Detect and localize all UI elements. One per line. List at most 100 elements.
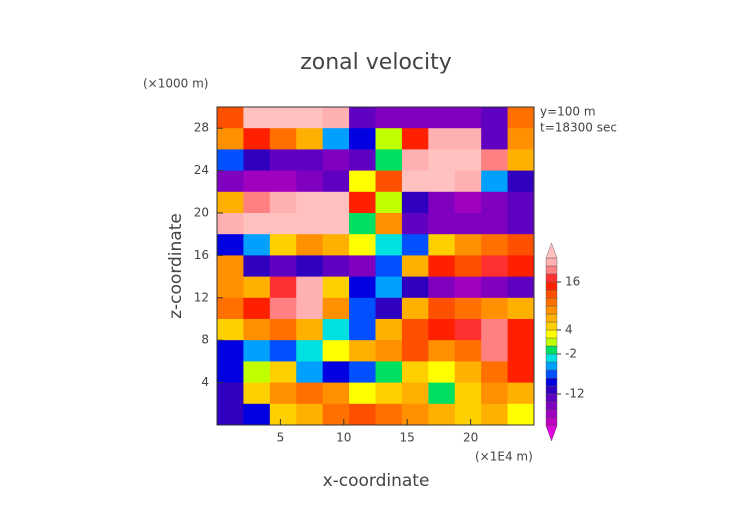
y-tick-label: 12 [194, 290, 209, 304]
cell [507, 340, 535, 362]
cell [349, 403, 376, 426]
cell [296, 361, 324, 384]
cell [507, 191, 535, 214]
cell [349, 361, 376, 384]
cell [269, 170, 297, 193]
cell [296, 128, 324, 150]
cell [454, 340, 482, 362]
cell [428, 276, 456, 299]
cell [296, 234, 324, 256]
cell [349, 191, 376, 214]
cell [507, 382, 535, 405]
cell [243, 340, 271, 362]
cell [269, 361, 297, 384]
colorbar-box [545, 289, 558, 299]
y-tick-label: 8 [201, 333, 209, 347]
colorbar-box [545, 369, 558, 379]
cell [217, 149, 244, 172]
colorbar-box [545, 401, 558, 411]
cell [481, 382, 509, 405]
cell [401, 297, 429, 320]
cell [507, 107, 535, 129]
cell [322, 191, 350, 214]
cell [428, 234, 456, 256]
cell [217, 255, 244, 278]
cell [322, 234, 350, 256]
cell [428, 297, 456, 320]
cell [401, 361, 429, 384]
cell [375, 213, 403, 235]
colorbar-box [545, 281, 558, 291]
colorbar-box [545, 409, 558, 419]
cell [454, 170, 482, 193]
colorbar-label: -12 [565, 387, 585, 401]
cell [243, 361, 271, 384]
cell [269, 403, 297, 426]
cell [269, 128, 297, 150]
cell [454, 361, 482, 384]
cell [349, 149, 376, 172]
cell [375, 149, 403, 172]
cell [507, 128, 535, 150]
cell [296, 382, 324, 405]
colorbar-max [545, 242, 558, 259]
cell [507, 297, 535, 320]
cell [243, 403, 271, 426]
cell [217, 234, 244, 256]
colorbar-label: -2 [565, 347, 577, 361]
cell [454, 213, 482, 235]
cell [428, 170, 456, 193]
cell [243, 276, 271, 299]
cell [296, 276, 324, 299]
cell [481, 170, 509, 193]
y-unit: (×1000 m) [143, 77, 208, 91]
cell [401, 340, 429, 362]
x-axis-label: x-coordinate [323, 471, 430, 491]
x-tick-label: 20 [463, 431, 478, 445]
cell [349, 170, 376, 193]
cell [349, 255, 376, 278]
cell [507, 403, 535, 426]
cell [217, 107, 244, 129]
cell [322, 128, 350, 150]
cell [428, 213, 456, 235]
cell [243, 382, 271, 405]
cell [401, 107, 429, 129]
cell [481, 276, 509, 299]
cell [296, 403, 324, 426]
cell [507, 255, 535, 278]
cell [401, 128, 429, 150]
cell [401, 319, 429, 341]
x-unit: (×1E4 m) [475, 450, 533, 464]
cell [481, 107, 509, 129]
cell [217, 361, 244, 384]
cell [454, 255, 482, 278]
y-tick-label: 4 [201, 375, 209, 389]
cell [269, 149, 297, 172]
cell [217, 340, 244, 362]
cell [401, 255, 429, 278]
cell [481, 319, 509, 341]
cell [269, 276, 297, 299]
cell [454, 319, 482, 341]
cell [507, 276, 535, 299]
annotation: t=18300 sec [540, 121, 617, 135]
cell [481, 403, 509, 426]
cell [296, 149, 324, 172]
cell [217, 276, 244, 299]
cell [217, 213, 244, 235]
colorbar-box [545, 353, 558, 363]
cell [454, 234, 482, 256]
cell [401, 403, 429, 426]
cell [217, 319, 244, 341]
cell [401, 191, 429, 214]
cell [507, 170, 535, 193]
cell [322, 213, 350, 235]
colorbar-box [545, 377, 558, 387]
cell [243, 255, 271, 278]
cell [217, 382, 244, 405]
cell [322, 276, 350, 299]
cell [401, 382, 429, 405]
colorbar-box [545, 329, 558, 339]
cell [428, 340, 456, 362]
